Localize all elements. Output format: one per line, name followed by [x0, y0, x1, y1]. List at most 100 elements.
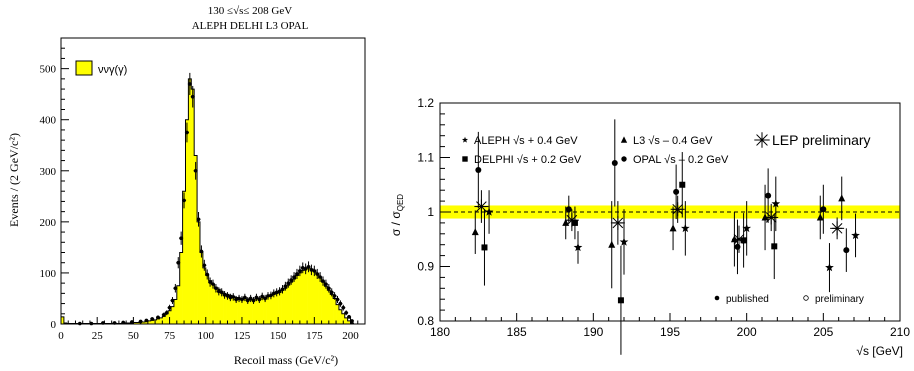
data-point-circle	[611, 119, 618, 207]
histogram-bar	[254, 298, 259, 324]
histogram-bar	[318, 278, 322, 324]
right-data-points	[471, 119, 860, 355]
x-tick-label: 175	[306, 330, 323, 342]
histogram-bar	[330, 294, 334, 324]
data-point-circle	[565, 195, 572, 223]
data-point-triangle	[471, 210, 479, 254]
data-point	[190, 85, 195, 108]
data-point	[182, 192, 187, 209]
data-point-square	[771, 213, 778, 280]
data-point-asterisk	[732, 225, 746, 253]
x-tick-label: 0	[58, 330, 64, 342]
histogram-bar	[208, 280, 212, 324]
data-point	[164, 310, 169, 316]
data-point	[251, 297, 256, 304]
histogram-bar	[63, 322, 68, 324]
histogram-bar	[249, 299, 253, 324]
left-title-line2: ALEPH DELHI L3 OPAL	[192, 20, 309, 32]
histogram-bar	[272, 294, 276, 324]
data-point	[297, 265, 302, 277]
histogram-bar	[324, 286, 328, 324]
histogram-bar	[185, 119, 189, 324]
histogram-bar	[220, 291, 224, 324]
histogram-bar	[214, 287, 218, 324]
right-x-axis-label: √s [GeV]	[856, 344, 903, 358]
histogram-bar	[292, 279, 296, 324]
rx-tick-label: 180	[430, 325, 450, 339]
ry-tick-label: 1	[427, 205, 434, 219]
data-point	[239, 295, 244, 304]
legend-preliminary-label: preliminary	[815, 294, 864, 305]
legend-label: ννγ(γ)	[98, 64, 127, 76]
data-point	[167, 304, 172, 311]
histogram-bar	[211, 284, 215, 324]
data-point	[161, 312, 166, 317]
data-point	[318, 272, 323, 282]
legend-delphi-label: DELPHI √s + 0.2 GeV	[474, 154, 582, 166]
data-point	[335, 295, 340, 304]
y-tick-label: 300	[40, 166, 57, 178]
x-tick-label: 50	[128, 330, 140, 342]
data-point	[219, 288, 224, 297]
data-point	[315, 268, 320, 280]
histogram-bar	[176, 285, 181, 324]
data-point	[341, 304, 346, 311]
data-point	[199, 245, 204, 258]
x-tick-label: 125	[234, 330, 251, 342]
histogram-bar	[127, 322, 131, 324]
data-point	[176, 257, 181, 269]
histogram-bar	[286, 285, 291, 324]
data-point-star	[484, 190, 494, 234]
histogram-bar	[156, 318, 160, 324]
histogram-bar	[252, 299, 256, 324]
data-point-triangle	[816, 195, 824, 240]
histogram-bar	[295, 275, 299, 324]
histogram-bar	[191, 89, 195, 324]
data-point	[248, 294, 253, 303]
ry-tick-label: 0.9	[417, 260, 434, 274]
histogram-bar	[150, 320, 154, 324]
histogram-bar	[223, 293, 227, 324]
histogram-bar	[159, 317, 163, 324]
y-tick-label: 100	[40, 268, 57, 280]
histogram-bar	[133, 322, 137, 324]
data-point	[196, 211, 201, 227]
data-point	[292, 272, 297, 282]
data-point-square	[617, 245, 624, 355]
histogram-bar	[202, 267, 207, 324]
ry-tick-label: 1.2	[417, 96, 434, 110]
data-point	[294, 268, 299, 280]
histogram-bar	[312, 270, 317, 324]
rx-tick-label: 190	[583, 325, 603, 339]
y-tick-label: 500	[40, 64, 57, 76]
data-point-circle	[820, 184, 827, 234]
data-point	[260, 292, 265, 301]
histogram-bar	[246, 298, 250, 324]
histogram-bar	[307, 267, 311, 324]
data-point-square	[679, 152, 686, 218]
histogram-bar	[321, 282, 325, 324]
histogram-bar	[237, 298, 241, 324]
x-tick-label: 100	[198, 330, 215, 342]
data-point	[332, 292, 337, 300]
data-point	[202, 259, 207, 271]
histogram-bar	[304, 268, 308, 324]
data-points	[77, 72, 354, 326]
rx-tick-label: 195	[660, 325, 680, 339]
data-point	[121, 320, 126, 325]
data-point	[347, 314, 352, 319]
data-point	[150, 317, 155, 321]
left-y-axis-label: Events / (2 GeV/c²)	[7, 133, 21, 227]
legend-lep-label: LEP preliminary	[772, 132, 871, 148]
data-point-asterisk	[610, 201, 625, 245]
histogram-bar	[144, 321, 149, 324]
data-point-star	[825, 243, 834, 293]
histogram-bar	[165, 313, 169, 324]
data-point-asterisk	[670, 195, 685, 223]
data-point-star	[619, 209, 629, 275]
data-point	[289, 275, 294, 285]
data-point	[144, 318, 149, 323]
histogram-bar	[333, 298, 337, 324]
right-y-ticks: 0.8 0.9 1 1.1 1.2	[417, 96, 450, 328]
